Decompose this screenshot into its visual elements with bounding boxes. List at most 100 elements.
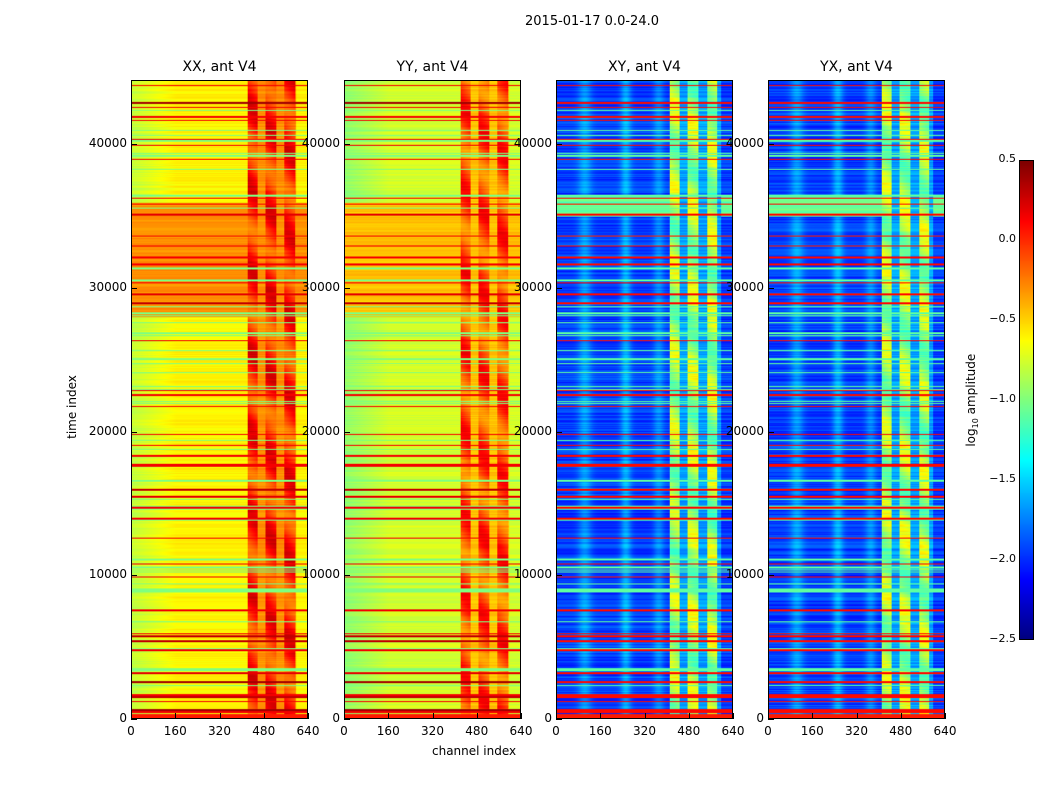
y-tick-label: 20000 (88, 423, 127, 438)
x-tick (131, 713, 132, 719)
y-tick (556, 575, 562, 577)
panel-title: YY, ant V4 (396, 59, 469, 75)
x-tick-label: 320 (633, 724, 656, 738)
y-tick (131, 144, 137, 145)
x-tick-label: 0 (340, 724, 348, 738)
x-tick (308, 713, 309, 719)
y-tick (344, 719, 350, 720)
y-tick-label: 20000 (301, 423, 340, 438)
y-tick-label: 20000 (725, 423, 764, 438)
y-tick (131, 575, 137, 577)
heatmap-panel-3 (556, 80, 733, 719)
x-tick-label: 320 (208, 724, 231, 738)
y-tick (768, 431, 774, 433)
colorbar-tick-label: −2.5 (989, 632, 1016, 645)
colorbar-tick-label: −1.5 (989, 472, 1016, 485)
y-tick (768, 144, 774, 145)
y-tick-label: 40000 (513, 136, 552, 150)
y-tick (556, 287, 562, 289)
x-tick-label: 0 (552, 724, 560, 738)
colorbar-label-sub: 10 (971, 418, 981, 429)
x-tick (556, 713, 557, 719)
x-axis-label: channel index (432, 744, 517, 758)
y-tick-label: 30000 (725, 279, 764, 294)
y-tick (768, 575, 774, 577)
x-tick-label: 0 (764, 724, 772, 738)
panel-title: YX, ant V4 (820, 59, 893, 75)
x-tick (688, 713, 690, 719)
y-tick (344, 287, 350, 289)
x-tick (812, 713, 814, 719)
heatmap-image (132, 81, 307, 718)
y-tick (556, 719, 562, 720)
x-tick (733, 713, 734, 719)
heatmap-image (769, 81, 944, 718)
y-tick-label: 0 (332, 711, 340, 725)
colorbar-label-base: log (963, 428, 978, 447)
y-tick-label: 30000 (88, 279, 127, 294)
y-tick (556, 144, 562, 145)
y-tick-label: 20000 (513, 423, 552, 438)
x-tick (344, 713, 345, 719)
y-tick (344, 575, 350, 577)
y-tick-label: 30000 (513, 279, 552, 294)
x-tick (263, 713, 265, 719)
x-tick-label: 640 (721, 724, 745, 738)
x-tick (644, 713, 646, 719)
y-tick-label: 10000 (88, 567, 127, 582)
y-tick-label: 0 (119, 711, 127, 725)
x-tick-label: 480 (889, 724, 913, 738)
colorbar-tick-label: −2.0 (989, 552, 1016, 565)
x-tick (600, 713, 602, 719)
heatmap-panel-2 (344, 80, 521, 719)
heatmap-image (345, 81, 520, 718)
x-tick (388, 713, 390, 719)
x-tick (432, 713, 434, 719)
colorbar-label-rest: amplitude (963, 353, 978, 419)
y-tick-label: 0 (544, 711, 552, 725)
y-tick-label: 0 (756, 711, 764, 725)
x-tick-label: 480 (677, 724, 701, 738)
x-tick (900, 713, 902, 719)
x-tick (175, 713, 177, 719)
x-tick (945, 713, 946, 719)
x-tick (219, 713, 221, 719)
figure-title: 2015-01-17 0.0-24.0 (525, 14, 659, 29)
heatmap-panel-1 (131, 80, 308, 719)
y-tick-label: 10000 (725, 567, 764, 582)
x-tick-label: 320 (421, 724, 444, 738)
x-tick (856, 713, 858, 719)
x-tick-label: 160 (800, 724, 824, 738)
colorbar-tick-label: 0.0 (998, 232, 1017, 245)
x-tick-label: 160 (588, 724, 612, 738)
y-tick-label: 40000 (301, 136, 340, 150)
panel-title: XY, ant V4 (608, 59, 681, 75)
x-tick-label: 160 (163, 724, 187, 738)
heatmap-panel-4 (768, 80, 945, 719)
colorbar-tick-label: −1.0 (989, 392, 1016, 405)
y-tick-label: 10000 (301, 567, 340, 582)
y-tick (768, 287, 774, 289)
x-tick-label: 480 (252, 724, 276, 738)
panel-title: XX, ant V4 (182, 59, 257, 75)
y-tick-label: 30000 (301, 279, 340, 294)
x-tick-label: 640 (933, 724, 957, 738)
x-tick (521, 713, 522, 719)
colorbar (1019, 160, 1034, 640)
y-tick-label: 10000 (513, 567, 552, 582)
x-tick-label: 480 (465, 724, 489, 738)
y-tick (556, 431, 562, 433)
y-tick-label: 40000 (725, 136, 764, 150)
colorbar-label: log10 amplitude (964, 350, 980, 450)
y-tick-label: 40000 (88, 136, 127, 150)
x-tick (476, 713, 478, 719)
y-tick (768, 719, 774, 720)
x-tick-label: 0 (127, 724, 135, 738)
heatmap-image (557, 81, 732, 718)
x-tick-label: 320 (845, 724, 868, 738)
colorbar-tick-label: 0.5 (998, 152, 1017, 165)
x-tick-label: 160 (376, 724, 400, 738)
y-tick (344, 144, 350, 145)
x-tick-label: 640 (296, 724, 320, 738)
